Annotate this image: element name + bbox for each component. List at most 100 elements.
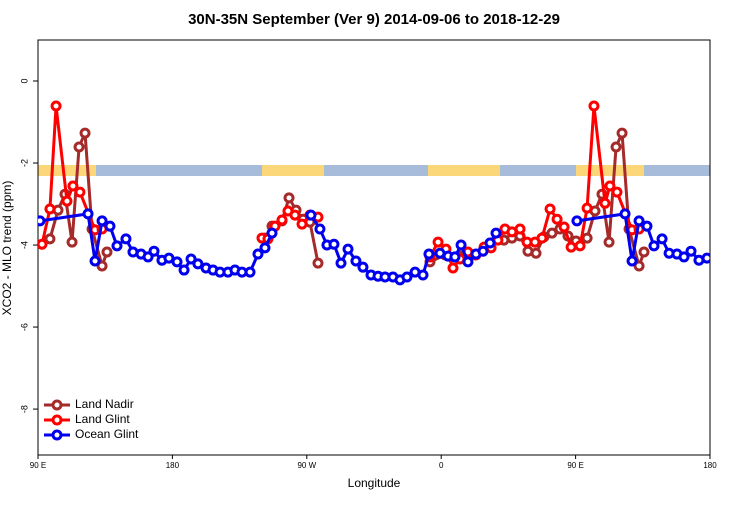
data-point — [96, 260, 108, 272]
data-point — [401, 271, 413, 283]
data-point — [312, 257, 324, 269]
data-point — [546, 227, 558, 239]
data-point — [171, 256, 183, 268]
data-point — [296, 218, 308, 230]
legend-marker — [51, 429, 63, 441]
data-point — [619, 208, 631, 220]
data-point — [484, 237, 496, 249]
data-point — [67, 180, 79, 192]
y-tick-label: 0 — [19, 79, 29, 84]
data-point — [74, 186, 86, 198]
data-point — [96, 215, 108, 227]
data-point — [701, 252, 710, 264]
x-tick-label: 90 E — [30, 461, 46, 470]
data-point — [616, 127, 628, 139]
data-point — [283, 192, 295, 204]
data-point — [252, 248, 264, 260]
data-point — [477, 245, 489, 257]
data-point — [432, 236, 444, 248]
data-point — [633, 260, 645, 272]
x-tick-label: 90 E — [567, 461, 583, 470]
data-point — [565, 241, 577, 253]
data-point — [66, 236, 78, 248]
data-point — [490, 227, 502, 239]
data-point — [305, 209, 317, 221]
y-axis-label: XCO2 - MLO trend (ppm) — [0, 181, 14, 316]
data-point — [314, 223, 326, 235]
data-point — [342, 243, 354, 255]
series — [38, 208, 710, 286]
data-point — [447, 262, 459, 274]
data-point — [581, 232, 593, 244]
legend-label: Land Nadir — [75, 397, 134, 411]
data-point — [599, 197, 611, 209]
data-point — [101, 246, 113, 258]
legend-label: Ocean Glint — [75, 427, 139, 441]
data-point — [514, 223, 526, 235]
data-point — [571, 215, 583, 227]
data-point — [638, 246, 650, 258]
data-point — [604, 180, 616, 192]
data-point — [574, 240, 586, 252]
data-point — [648, 240, 660, 252]
data-point — [611, 186, 623, 198]
data-point — [244, 266, 256, 278]
data-point — [626, 255, 638, 267]
data-point — [588, 100, 600, 112]
data-point — [82, 208, 94, 220]
data-point — [417, 269, 429, 281]
land-strip — [428, 165, 500, 176]
chart-title: 30N-35N September (Ver 9) 2014-09-06 to … — [188, 11, 560, 28]
data-point — [678, 251, 690, 263]
data-point — [148, 245, 160, 257]
data-point — [276, 214, 288, 226]
data-point — [178, 264, 190, 276]
x-tick-label: 0 — [439, 461, 444, 470]
x-axis-label: Longitude — [348, 476, 401, 490]
data-point — [530, 247, 542, 259]
series-line — [40, 105, 640, 272]
data-point — [357, 261, 369, 273]
data-point — [104, 220, 116, 232]
x-tick-label: 180 — [166, 461, 180, 470]
data-point — [350, 255, 362, 267]
data-point — [73, 141, 85, 153]
data-point — [455, 239, 467, 251]
data-point — [192, 258, 204, 270]
y-tick-label: -4 — [19, 241, 29, 249]
data-point — [423, 248, 435, 260]
data-point — [44, 203, 56, 215]
data-point — [551, 213, 563, 225]
data-point — [449, 251, 461, 263]
data-point — [111, 240, 123, 252]
ocean-strip — [38, 165, 710, 176]
y-tick-label: -2 — [19, 159, 29, 167]
data-point — [44, 233, 56, 245]
data-point — [328, 238, 340, 250]
data-point — [603, 236, 615, 248]
data-point — [536, 232, 548, 244]
data-point — [89, 255, 101, 267]
data-point — [289, 209, 301, 221]
land-strip — [38, 165, 96, 176]
data-point — [641, 220, 653, 232]
y-tick-label: -6 — [19, 323, 29, 331]
x-tick-label: 180 — [703, 461, 717, 470]
legend-label: Land Glint — [75, 412, 130, 426]
land-strip — [262, 165, 324, 176]
y-tick-label: -8 — [19, 405, 29, 413]
data-point — [61, 195, 73, 207]
data-point — [685, 245, 697, 257]
data-point — [335, 257, 347, 269]
data-point — [544, 203, 556, 215]
data-point — [38, 238, 48, 250]
data-point — [120, 233, 132, 245]
data-point — [558, 221, 570, 233]
land-strip — [576, 165, 644, 176]
data-point — [656, 233, 668, 245]
data-point — [581, 202, 593, 214]
legend-marker — [51, 399, 63, 411]
data-point — [610, 141, 622, 153]
data-point — [79, 127, 91, 139]
